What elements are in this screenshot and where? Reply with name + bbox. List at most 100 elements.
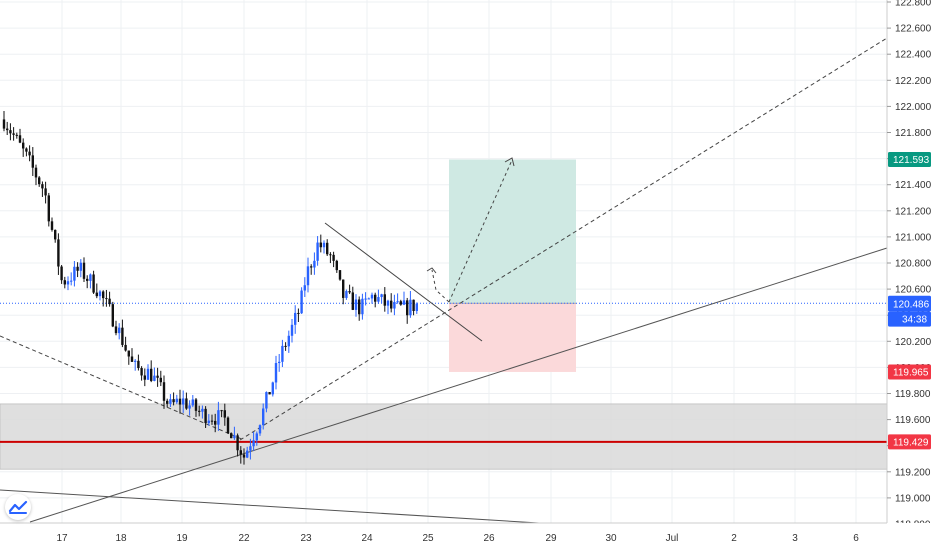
candle-body <box>130 356 134 362</box>
candle-body <box>86 278 89 281</box>
projection-arrow-target <box>448 159 513 303</box>
candle-body <box>169 399 172 404</box>
candle-body <box>134 360 137 362</box>
candle-body <box>370 294 374 299</box>
candle-body <box>255 433 258 441</box>
candle-body <box>252 440 255 447</box>
candle-body <box>66 281 70 285</box>
candle-body <box>54 229 57 240</box>
candle-body <box>342 279 345 298</box>
projection-arrowhead-small <box>426 267 437 274</box>
candle-body <box>335 260 338 271</box>
candle-body <box>310 266 313 268</box>
candle-body <box>297 312 300 314</box>
candle-body <box>111 304 114 327</box>
candle-body <box>15 134 18 136</box>
candle-body <box>207 420 210 424</box>
candle-body <box>31 155 34 168</box>
candle-body <box>127 350 130 357</box>
time-tick-label: 2 <box>731 533 737 544</box>
candle-body <box>345 291 348 298</box>
price-tick-label: 119.800 <box>895 389 931 400</box>
time-axis: 17 18 19 22 23 24 25 26 29 30 Jul 2 3 6 <box>0 522 932 550</box>
candle-body <box>367 298 370 300</box>
price-badge <box>888 311 931 327</box>
candle-body <box>18 135 22 143</box>
candle-body <box>306 266 310 286</box>
candle-body <box>150 368 153 381</box>
price-tick-label: 121.400 <box>895 180 932 191</box>
candle-body <box>374 294 377 302</box>
candle-body <box>34 167 38 178</box>
candle-body <box>143 375 146 380</box>
price-badge <box>888 434 931 450</box>
candle-body <box>156 375 159 378</box>
candle-body <box>28 151 31 156</box>
candle-body <box>175 398 178 403</box>
price-badge-label: 119.965 <box>893 367 929 378</box>
candle-body <box>185 398 188 409</box>
candle-body <box>210 420 214 422</box>
candle-body <box>217 410 220 425</box>
price-badge-label: 121.593 <box>893 155 930 166</box>
candle-body <box>191 399 194 406</box>
time-tick-label: 29 <box>545 533 557 544</box>
price-tick-label: 121.200 <box>895 206 932 217</box>
time-tick-label: 26 <box>483 533 495 544</box>
candle-body <box>268 392 271 395</box>
candle-body <box>63 280 66 285</box>
candle-body <box>265 392 268 409</box>
candle-body <box>22 142 25 149</box>
candle-body <box>377 297 380 302</box>
candle-body <box>214 420 217 425</box>
price-tick-label: 120.800 <box>895 259 932 270</box>
time-tick-label: 30 <box>605 533 617 544</box>
candle-body <box>338 270 342 280</box>
candle-body <box>262 408 265 426</box>
candle-body <box>89 274 92 281</box>
candle-body <box>348 291 351 293</box>
candle-body <box>284 345 287 347</box>
price-tick-label: 119.600 <box>895 415 931 426</box>
price-axis: 122.800 122.600 122.400 122.200 122.000 121.8… <box>886 0 932 550</box>
candle-body <box>79 262 82 271</box>
dashed-decline-line <box>0 335 245 441</box>
candle-body <box>220 410 223 412</box>
tradingview-logo-icon[interactable] <box>5 494 31 520</box>
candle-body <box>114 326 118 334</box>
candle-body <box>358 299 361 315</box>
candle-body <box>290 324 294 336</box>
candle-body <box>236 435 239 451</box>
candle-body <box>140 368 143 376</box>
candle-body <box>166 400 169 404</box>
candle-body <box>153 375 156 381</box>
time-tick-label: 18 <box>115 533 127 544</box>
candle-body <box>351 292 354 310</box>
candle-body <box>230 433 233 439</box>
time-tick-label: 22 <box>238 533 250 544</box>
candle-body <box>108 298 111 305</box>
candle-body <box>329 254 332 256</box>
candle-body <box>396 301 399 303</box>
candle-body <box>246 450 249 458</box>
dashed-channel-line <box>239 37 888 441</box>
candle-body <box>76 266 79 271</box>
candle-body <box>124 344 127 351</box>
candle-body <box>102 291 105 299</box>
time-tick-label: 24 <box>361 533 373 544</box>
rising-trend-line <box>29 247 888 523</box>
time-tick-label: 25 <box>422 533 434 544</box>
candle-body <box>38 177 41 185</box>
candle-body <box>274 363 278 383</box>
candle-body <box>182 398 185 405</box>
candle-body <box>399 301 402 305</box>
candle-body <box>316 242 319 261</box>
candle-body <box>47 195 50 222</box>
price-badge <box>888 364 931 380</box>
candle-body <box>354 299 358 310</box>
price-badge-label: 119.429 <box>893 437 929 448</box>
candle-body <box>188 405 191 409</box>
lower-trend-line <box>0 489 573 526</box>
price-badge <box>888 152 931 168</box>
